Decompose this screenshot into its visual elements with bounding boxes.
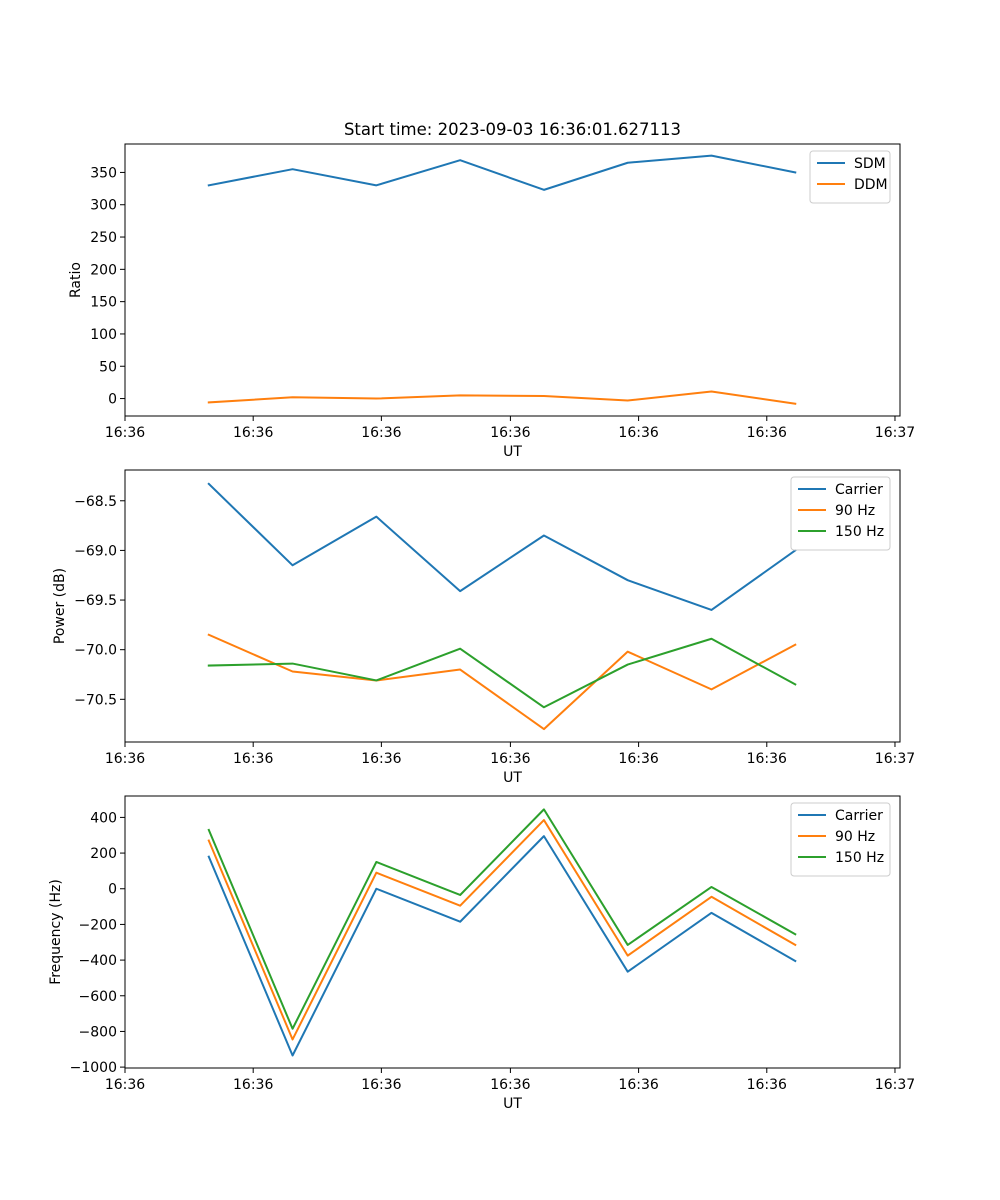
y-tick-label: 300 <box>90 198 117 214</box>
chart-panel-1: Start time: 2023-09-03 16:36:01.627113 16… <box>68 120 915 460</box>
legend-entry: 90 Hz <box>835 503 875 519</box>
x-tick-label: 16:36 <box>747 1077 787 1093</box>
x-tick-label: 16:36 <box>361 425 401 441</box>
series-line-ddm <box>207 390 797 405</box>
series-line-90-hz <box>207 633 797 731</box>
y-tick-label: 400 <box>90 810 117 826</box>
legend-entry: Carrier <box>835 482 883 498</box>
legend: Carrier 90 Hz 150 Hz <box>790 476 891 551</box>
x-tick-label: 16:36 <box>747 751 787 767</box>
plot-area <box>125 470 900 742</box>
y-tick-label: 100 <box>90 327 117 343</box>
y-tick-label: 350 <box>90 165 117 181</box>
legend-entry: 150 Hz <box>835 850 884 866</box>
series-line-sdm <box>207 154 797 191</box>
legend-entry: SDM <box>854 156 886 172</box>
x-tick-label: 16:36 <box>233 425 273 441</box>
y-tick-label: 150 <box>90 295 117 311</box>
y-tick-label: 250 <box>90 230 117 246</box>
x-axis-label: UT <box>503 770 522 786</box>
plot-area <box>125 144 900 416</box>
x-axis-label: UT <box>503 1096 522 1112</box>
chart-title: Start time: 2023-09-03 16:36:01.627113 <box>344 120 681 139</box>
y-axis-label: Power (dB) <box>52 568 68 644</box>
legend-entry: Carrier <box>835 808 883 824</box>
y-tick-label: −200 <box>79 917 117 933</box>
y-tick-label: −70.0 <box>74 643 117 659</box>
legend-entry: DDM <box>854 177 888 193</box>
x-tick-label: 16:36 <box>618 751 658 767</box>
series-line-150-hz <box>207 808 797 1030</box>
y-tick-label: 50 <box>99 359 117 375</box>
x-tick-label: 16:36 <box>233 751 273 767</box>
y-tick-label: 200 <box>90 846 117 862</box>
x-tick-label: 16:36 <box>747 425 787 441</box>
x-tick-label: 16:36 <box>233 1077 273 1093</box>
y-tick-label: −70.5 <box>74 692 117 708</box>
chart-panel-3: 16:36 16:36 16:36 16:36 16:36 16:36 16:37 400 20… <box>48 795 915 1112</box>
y-tick-label: −400 <box>79 953 117 969</box>
x-axis-label: UT <box>503 444 522 460</box>
x-tick-label: 16:36 <box>490 425 530 441</box>
y-tick-label: 200 <box>90 262 117 278</box>
axes-frame <box>124 469 901 743</box>
y-tick-label: −800 <box>79 1024 117 1040</box>
series-line-carrier <box>207 482 797 611</box>
x-tick-label: 16:36 <box>618 1077 658 1093</box>
x-tick-label: 16:36 <box>618 425 658 441</box>
axes-frame <box>124 143 901 417</box>
y-tick-label: 0 <box>108 882 117 898</box>
axes-frame <box>124 795 901 1069</box>
x-tick-label: 16:37 <box>875 425 915 441</box>
y-tick-label: −69.0 <box>74 543 117 559</box>
series-line-90-hz <box>207 819 797 1041</box>
y-tick-label: −600 <box>79 989 117 1005</box>
x-tick-label: 16:36 <box>490 1077 530 1093</box>
y-tick-label: −1000 <box>70 1060 117 1076</box>
legend: Carrier 90 Hz 150 Hz <box>790 802 891 877</box>
x-tick-label: 16:36 <box>105 751 145 767</box>
chart-panel-2: 16:36 16:36 16:36 16:36 16:36 16:36 16:37 −68.5… <box>52 469 915 786</box>
y-tick-label: 0 <box>108 392 117 408</box>
legend-entry: 90 Hz <box>835 829 875 845</box>
y-tick-label: −68.5 <box>74 494 117 510</box>
x-tick-label: 16:36 <box>105 425 145 441</box>
x-tick-label: 16:36 <box>361 1077 401 1093</box>
series-line-carrier <box>207 835 797 1057</box>
y-tick-label: −69.5 <box>74 593 117 609</box>
series-line-150-hz <box>207 637 797 709</box>
x-tick-label: 16:36 <box>361 751 401 767</box>
x-tick-label: 16:37 <box>875 751 915 767</box>
x-tick-label: 16:37 <box>875 1077 915 1093</box>
legend: SDM DDM <box>809 150 891 204</box>
x-tick-label: 16:36 <box>105 1077 145 1093</box>
legend-entry: 150 Hz <box>835 524 884 540</box>
y-axis-label: Ratio <box>68 262 84 298</box>
x-tick-label: 16:36 <box>490 751 530 767</box>
y-axis-label: Frequency (Hz) <box>48 879 64 985</box>
